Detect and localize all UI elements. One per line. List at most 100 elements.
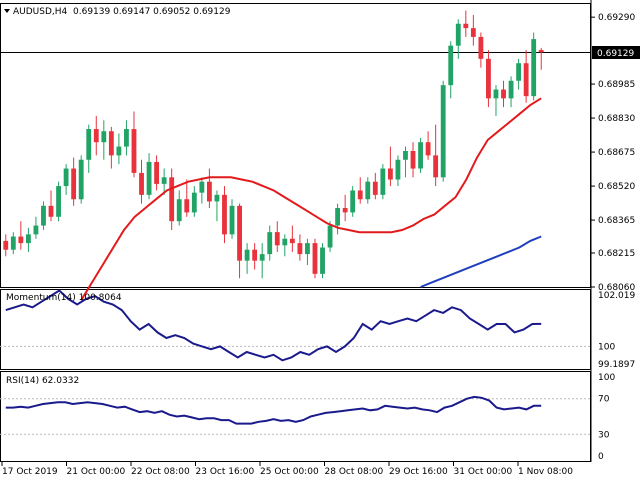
price-tick-label: 0.68060 (598, 283, 635, 293)
candle-body (486, 58, 491, 99)
momentum-tick-label: 99.1897 (598, 360, 635, 370)
candle-body (131, 129, 137, 173)
price-tick-label: 0.68675 (598, 148, 635, 158)
symbol-label: AUDUSD,H4 (13, 7, 68, 17)
candle-body (448, 45, 454, 86)
candle-body (116, 146, 122, 156)
candle-body (18, 236, 24, 244)
candle-body (372, 181, 378, 195)
candle-body (214, 194, 220, 202)
collapse-triangle-icon[interactable] (4, 9, 10, 13)
candle-body (501, 89, 506, 99)
current-price-label: 0.69129 (597, 49, 634, 59)
time-tick-label: 31 Oct 00:00 (454, 467, 513, 477)
candle-body (252, 249, 258, 261)
candle-body (357, 190, 363, 200)
candle-body (395, 159, 401, 180)
candle-body (161, 177, 167, 184)
price-tick-label: 0.68985 (598, 80, 635, 90)
candle-body (470, 28, 476, 37)
candle-body (93, 129, 99, 143)
candle-body (86, 129, 92, 160)
candle-body (139, 172, 144, 195)
time-tick-label: 23 Oct 16:00 (196, 467, 255, 477)
rsi-label: RSI(14) 62.0332 (6, 376, 79, 386)
momentum-tick-label: 100 (598, 342, 615, 352)
candle-body (237, 205, 242, 261)
candle-body (387, 168, 393, 180)
ohlc-values: 0.69139 0.69147 0.69052 0.69129 (73, 7, 231, 17)
candle-body (33, 225, 39, 235)
candle-body (425, 142, 431, 156)
candle-body (199, 181, 205, 193)
candle-body (410, 150, 416, 169)
candle-body (523, 63, 529, 97)
candle-body (71, 168, 77, 200)
momentum-label: Momentum(14) 100.8064 (6, 293, 122, 303)
candle-body (146, 161, 152, 195)
candle-body (312, 243, 318, 274)
candle-body (282, 238, 288, 246)
candle-body (478, 36, 484, 59)
price-tick-label: 0.69290 (598, 13, 635, 23)
rsi-tick-label: 100 (598, 373, 615, 383)
rsi-plot[interactable] (0, 395, 591, 435)
candle-body (206, 181, 212, 202)
ma-fast-line (80, 97, 542, 301)
candle-body (244, 249, 250, 261)
candle-body (169, 177, 175, 222)
candle-body (191, 192, 197, 213)
candle-body (516, 63, 522, 81)
price-plot[interactable] (0, 10, 591, 301)
axes: 0.69290 0.68985 0.68830 0.68675 0.68520 0.683… (1, 13, 635, 477)
candle-body (108, 131, 114, 156)
price-tick-label: 0.68520 (598, 182, 635, 192)
candle-body (56, 186, 61, 217)
candle-body (327, 225, 333, 248)
candle-body (229, 205, 235, 235)
current-price-tag (592, 46, 640, 59)
rsi-panel-frame (0, 371, 591, 462)
candle-body (380, 168, 386, 195)
candle-body (531, 39, 537, 97)
candle-body (3, 240, 9, 250)
time-tick-label: 25 Oct 00:00 (260, 467, 319, 477)
candle-body (124, 129, 129, 147)
candle-body (289, 238, 295, 244)
candle-body (508, 80, 514, 99)
momentum-line (5, 289, 542, 362)
time-tick-label: 28 Oct 08:00 (325, 467, 384, 477)
candle-body (184, 199, 190, 213)
momentum-plot[interactable] (0, 289, 591, 362)
candle-body (25, 234, 31, 244)
candle-body (154, 161, 160, 184)
rsi-tick-label: 70 (598, 395, 610, 405)
time-tick-label: 1 Nov 08:00 (518, 467, 573, 477)
candle-body (342, 208, 348, 213)
candle-body (10, 236, 16, 250)
candle-body (433, 155, 439, 178)
candle-body (101, 131, 107, 143)
candle-body (455, 23, 461, 46)
price-tick-label: 0.68830 (598, 114, 635, 124)
candle-body (350, 190, 356, 213)
candle-body (493, 89, 499, 99)
candle-body (41, 205, 46, 226)
rsi-tick-label: 0 (598, 452, 604, 462)
candle-body (463, 23, 469, 29)
ma-slow-line (420, 235, 542, 288)
candle-body (305, 243, 310, 255)
candle-body (297, 243, 303, 255)
time-tick-label: 29 Oct 16:00 (389, 467, 448, 477)
momentum-tick-label: 102.019 (598, 291, 635, 301)
time-tick-label: 17 Oct 2019 (2, 467, 58, 477)
candle-body (440, 85, 446, 178)
candle-body (48, 205, 54, 217)
candle-body (418, 142, 423, 169)
candle-body (538, 50, 544, 53)
time-tick-label: 21 Oct 00:00 (67, 467, 126, 477)
candle-body (320, 247, 325, 274)
rsi-line (5, 395, 542, 425)
price-tick-label: 0.68215 (598, 249, 635, 259)
